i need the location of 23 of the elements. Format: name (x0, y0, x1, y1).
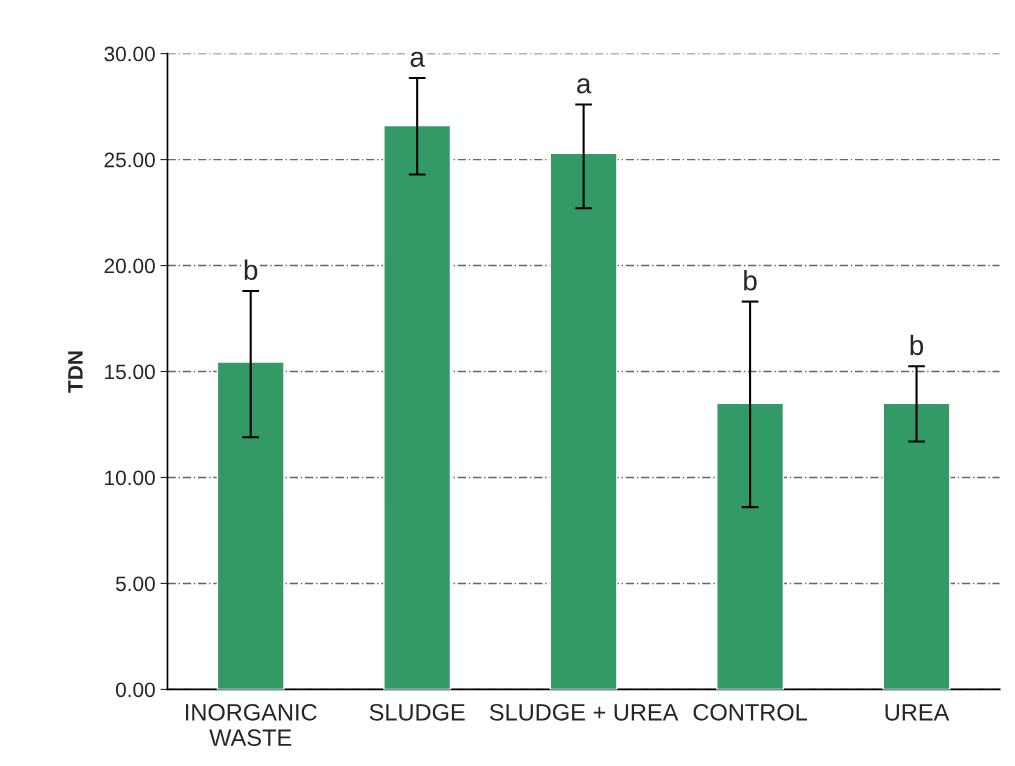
annotation: b (244, 259, 258, 280)
bar (549, 152, 618, 690)
y-tick-label: 10.00 (105, 470, 155, 486)
y-axis-title: TDN (68, 351, 83, 393)
bar (216, 361, 285, 690)
bar (882, 402, 951, 690)
y-tick-label: 15.00 (105, 364, 155, 380)
y-tick-label: 25.00 (104, 152, 155, 168)
y-tick-label: 5.00 (115, 576, 155, 592)
bar (716, 402, 785, 690)
bar (383, 124, 452, 690)
x-tick-label: UREA (885, 704, 950, 721)
x-tick-label: INORGANIC WASTE (185, 703, 317, 747)
y-tick-label: 20.00 (104, 258, 155, 274)
y-tick-label: 0.00 (115, 682, 155, 698)
annotation: a (577, 78, 592, 94)
annotation: a (410, 51, 425, 67)
x-tick-label: CONTROL (693, 703, 808, 721)
annotation: b (910, 334, 924, 356)
x-tick-label: SLUDGE (369, 703, 465, 721)
annotation: b (744, 270, 757, 291)
x-tick-label: SLUDGE + UREA (489, 703, 679, 721)
y-tick-label: 30.00 (104, 46, 155, 62)
